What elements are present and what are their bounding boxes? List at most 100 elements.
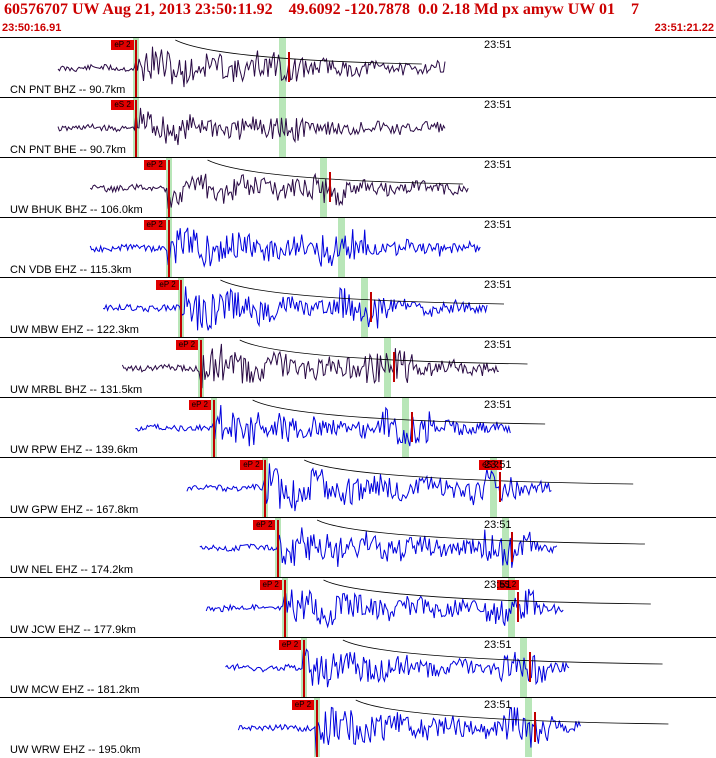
phase-pick-label[interactable]: eP 2 (278, 640, 302, 650)
s-pick-line[interactable] (510, 532, 513, 562)
station-label: UW NEL EHZ -- 174.2km (10, 564, 134, 576)
trace-panel[interactable]: eP 2 23:51 UW NEL EHZ -- 174.2km (0, 517, 716, 577)
s-pick-line[interactable] (516, 592, 519, 622)
waveform (237, 699, 669, 756)
time-mark: 23:51 (484, 39, 512, 51)
waveform-trace (199, 527, 558, 568)
waveform-trace (121, 343, 499, 389)
waveform-trace (225, 648, 570, 688)
p-pick-line[interactable] (212, 400, 215, 457)
event-header: 60576707 UW Aug 21, 2013 23:50:11.92 49.… (0, 0, 716, 37)
coda-decay-curve (239, 339, 528, 365)
phase-pick-label[interactable]: eP 2 (111, 40, 134, 50)
time-mark: 23:51 (484, 699, 512, 711)
s-pick-line[interactable] (328, 172, 331, 202)
time-mark: 23:51 (484, 639, 512, 651)
coda-decay-curve (342, 639, 663, 665)
phase-pick-label-2[interactable]: eS 2 (479, 460, 502, 470)
p-pick-line[interactable] (135, 100, 138, 157)
station-label: UW MRBL BHZ -- 131.5km (10, 384, 143, 396)
trace-panel[interactable]: eP 2 eS 2 23:51 UW JCW EHZ -- 177.9km (0, 577, 716, 637)
s-pick-line[interactable] (534, 712, 537, 742)
waveform (135, 399, 546, 447)
waveform (89, 227, 481, 268)
station-label: UW MCW EHZ -- 181.2km (10, 684, 140, 696)
s-window-band (278, 38, 286, 97)
trace-panel[interactable]: eP 2 23:51 UW MBW EHZ -- 122.3km (0, 277, 716, 337)
time-mark: 23:51 (484, 219, 512, 231)
s-window-band (384, 338, 392, 397)
phase-pick-label[interactable]: eP 2 (259, 580, 282, 590)
station-label: UW WRW EHZ -- 195.0km (10, 744, 141, 756)
waveform (103, 279, 505, 331)
trace-panel[interactable]: eP 2 23:51 UW WRW EHZ -- 195.0km (0, 697, 716, 757)
waveform (121, 339, 528, 389)
waveform-trace (135, 404, 511, 447)
coda-decay-curve (355, 699, 669, 725)
phase-pick-label[interactable]: eP 2 (156, 280, 179, 290)
time-mark: 23:51 (484, 279, 512, 291)
coda-decay-curve (220, 279, 505, 305)
p-pick-line[interactable] (135, 40, 138, 97)
phase-pick-label-2[interactable]: eS 2 (496, 580, 520, 590)
station-label: CN PNT BHE -- 90.7km (10, 144, 126, 156)
coda-decay-curve (252, 399, 546, 425)
phase-pick-label[interactable]: eP 2 (143, 160, 166, 170)
waveform (205, 579, 651, 629)
event-title: 60576707 UW Aug 21, 2013 23:50:11.92 49.… (4, 1, 639, 18)
coda-decay-curve (323, 579, 651, 605)
station-label: CN PNT BHZ -- 90.7km (10, 84, 126, 96)
p-pick-line[interactable] (283, 580, 286, 637)
p-pick-line[interactable] (264, 460, 267, 517)
p-pick-line[interactable] (315, 700, 318, 757)
s-window-band (337, 218, 345, 277)
p-pick-line[interactable] (167, 220, 170, 277)
trace-panel[interactable]: eP 2 eS 2 23:51 UW GPW EHZ -- 167.8km (0, 457, 716, 517)
phase-pick-label[interactable]: eP 2 (253, 520, 276, 530)
waveform-trace (237, 706, 581, 756)
p-pick-line[interactable] (277, 520, 280, 577)
trace-panel[interactable]: eP 2 23:51 UW RPW EHZ -- 139.6km (0, 397, 716, 457)
trace-panel[interactable]: eP 2 23:51 UW MCW EHZ -- 181.2km (0, 637, 716, 697)
waveform-trace (186, 463, 552, 512)
phase-pick-label[interactable]: eP 2 (175, 340, 199, 350)
s-pick-line[interactable] (393, 352, 396, 382)
s-pick-line[interactable] (411, 412, 414, 442)
s-window-band (490, 458, 498, 517)
phase-pick-label[interactable]: eS 2 (111, 100, 134, 110)
s-window-band (501, 518, 509, 577)
phase-pick-label[interactable]: eP 2 (291, 700, 315, 710)
waveform-trace (103, 286, 488, 331)
s-pick-line[interactable] (287, 52, 290, 82)
s-window-band (402, 398, 410, 457)
phase-pick-label[interactable]: eP 2 (143, 220, 166, 230)
waveform (57, 39, 446, 88)
trace-panel[interactable]: eP 2 23:51 CN PNT BHZ -- 90.7km (0, 37, 716, 97)
p-pick-line[interactable] (167, 160, 170, 217)
p-pick-line[interactable] (302, 640, 305, 697)
time-mark: 23:51 (484, 339, 512, 351)
station-label: UW RPW EHZ -- 139.6km (10, 444, 138, 456)
phase-pick-label[interactable]: eP 2 (240, 460, 263, 470)
p-pick-line[interactable] (180, 280, 183, 337)
coda-decay-curve (304, 459, 634, 485)
coda-decay-curve (175, 39, 422, 65)
s-window-band (525, 698, 533, 757)
s-pick-line[interactable] (499, 472, 502, 502)
waveform-trace (89, 172, 469, 209)
window-end-time: 23:51:21.22 (654, 22, 714, 34)
waveform (199, 519, 645, 568)
s-window-band (361, 278, 368, 337)
s-pick-line[interactable] (528, 652, 531, 682)
phase-pick-label[interactable]: eP 2 (188, 400, 211, 410)
station-label: UW MBW EHZ -- 122.3km (10, 324, 139, 336)
waveform-trace (57, 46, 446, 88)
time-mark: 23:51 (484, 519, 512, 531)
p-pick-line[interactable] (199, 340, 202, 397)
s-pick-line[interactable] (370, 292, 372, 322)
coda-decay-curve (207, 159, 463, 185)
trace-panel[interactable]: eP 2 23:51 UW BHUK BHZ -- 106.0km (0, 157, 716, 217)
trace-panel[interactable]: eP 2 23:51 UW MRBL BHZ -- 131.5km (0, 337, 716, 397)
trace-panel[interactable]: eS 2 23:51 CN PNT BHE -- 90.7km (0, 97, 716, 157)
trace-panel[interactable]: eP 2 23:51 CN VDB EHZ -- 115.3km (0, 217, 716, 277)
